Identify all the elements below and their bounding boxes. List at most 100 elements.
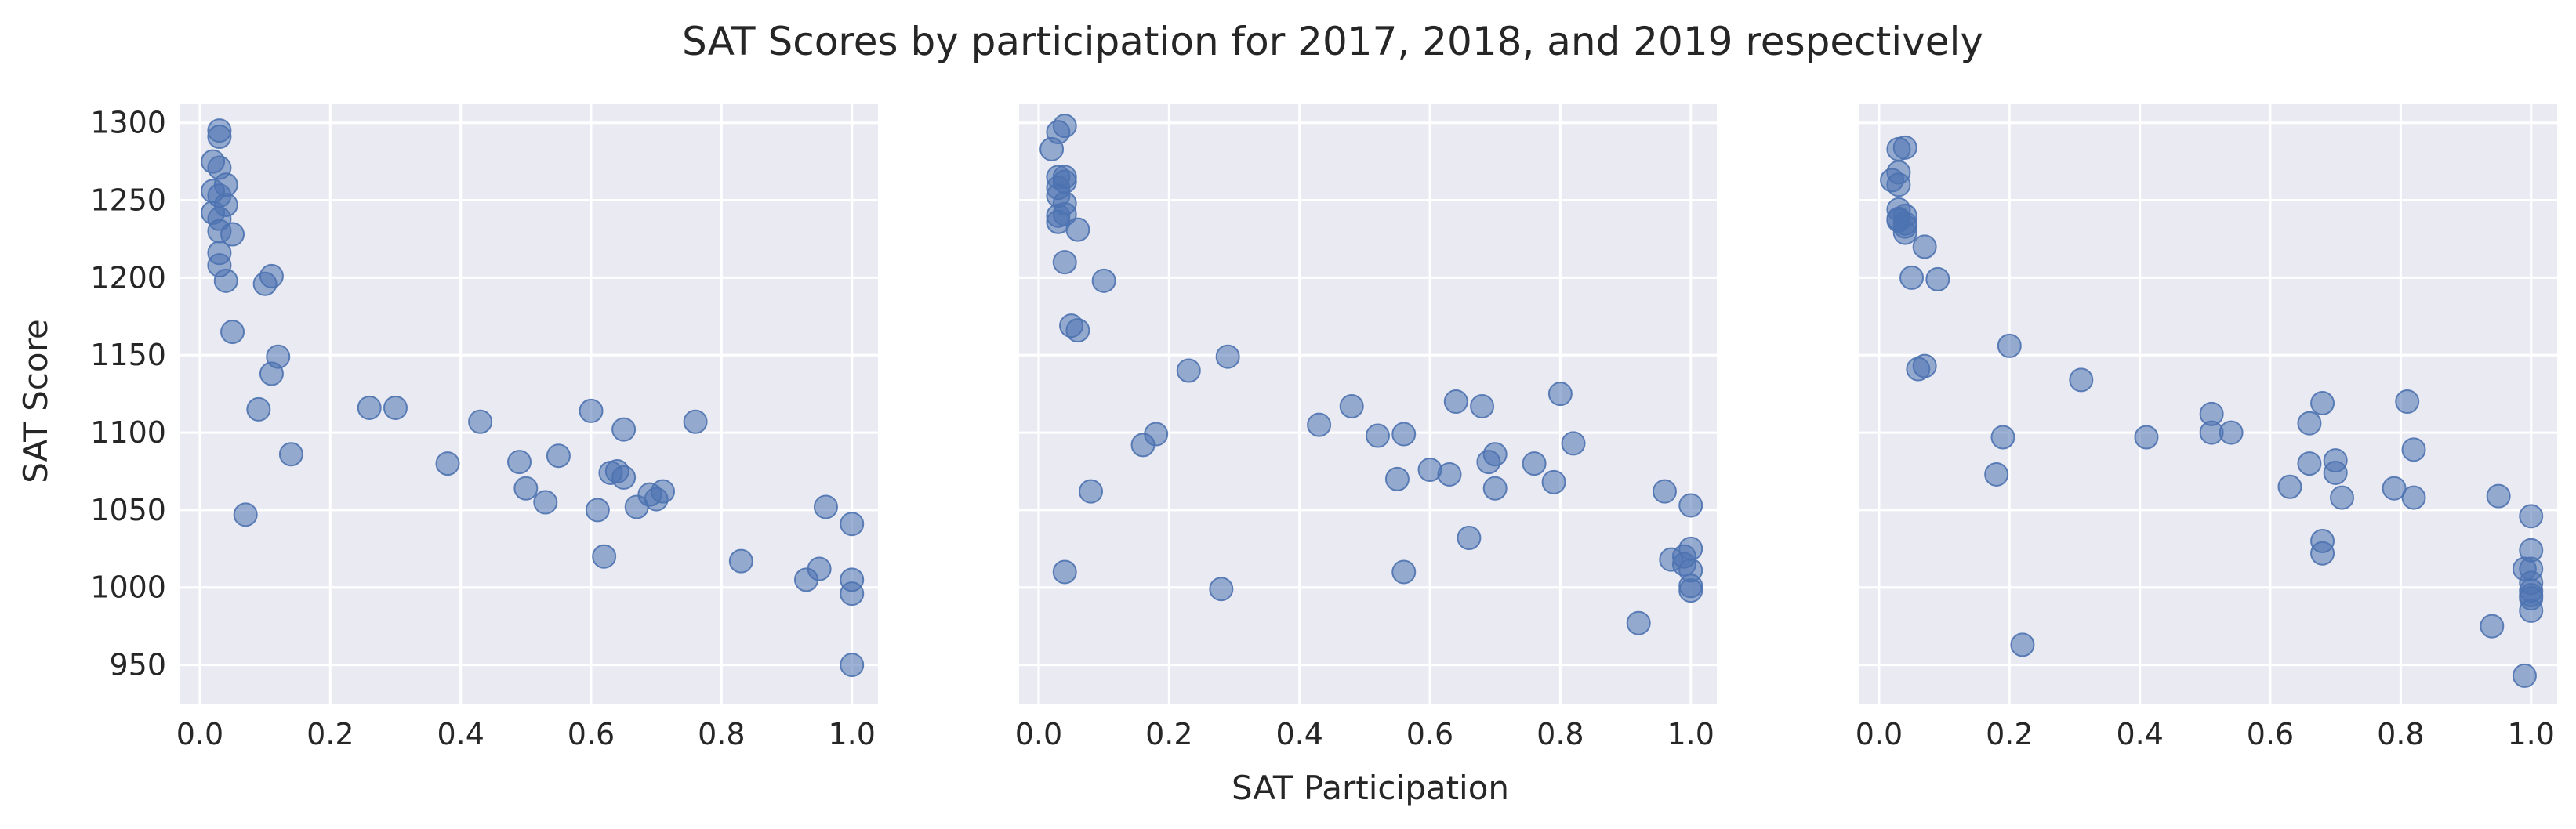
data-point bbox=[840, 512, 865, 537]
data-point bbox=[220, 222, 245, 247]
data-point bbox=[585, 498, 610, 523]
data-point bbox=[2069, 367, 2094, 393]
data-point bbox=[813, 494, 838, 519]
x-tick-label: 0.6 bbox=[2247, 717, 2294, 751]
x-tick-label: 0.2 bbox=[1986, 717, 2033, 751]
data-point bbox=[1482, 442, 1508, 467]
data-point bbox=[1457, 525, 1482, 550]
data-point bbox=[2401, 437, 2426, 462]
y-tick-label: 1000 bbox=[90, 570, 166, 605]
x-axis-label: SAT Participation bbox=[1232, 769, 1509, 807]
data-point bbox=[1678, 493, 1703, 518]
x-tick-label: 0.0 bbox=[176, 717, 223, 751]
data-point bbox=[2134, 425, 2159, 450]
data-point bbox=[1886, 172, 1911, 197]
data-point bbox=[592, 544, 617, 569]
y-axis-label: SAT Score bbox=[16, 319, 55, 483]
data-point bbox=[2512, 663, 2537, 688]
scatter-panel-1: 0.0 0.2 0.4 0.6 0.8 1.0 950 1000 1050 1100 1150 120… bbox=[90, 104, 878, 751]
data-point bbox=[468, 409, 493, 434]
data-point bbox=[546, 443, 571, 469]
data-point bbox=[1365, 423, 1390, 448]
data-point bbox=[1678, 536, 1703, 561]
plot-area bbox=[1019, 104, 1717, 704]
data-point bbox=[1443, 389, 1468, 414]
data-point bbox=[1482, 476, 1508, 501]
data-point bbox=[840, 653, 865, 678]
data-point bbox=[1078, 479, 1103, 504]
data-point bbox=[533, 490, 558, 515]
data-point bbox=[1470, 393, 1495, 418]
data-point bbox=[840, 581, 865, 606]
x-tick-label: 0.6 bbox=[1406, 717, 1453, 751]
data-point bbox=[1997, 333, 2022, 358]
data-point bbox=[2401, 485, 2426, 510]
data-point bbox=[1065, 318, 1090, 343]
data-point bbox=[252, 271, 278, 296]
data-point bbox=[220, 320, 245, 345]
data-point bbox=[1652, 479, 1677, 504]
data-point bbox=[383, 395, 408, 420]
x-tick-label: 1.0 bbox=[1667, 717, 1714, 751]
data-point bbox=[1039, 136, 1065, 161]
data-point bbox=[1052, 250, 1077, 275]
y-tick-label: 950 bbox=[109, 648, 166, 682]
data-point bbox=[1391, 559, 1417, 585]
data-point bbox=[1984, 462, 2009, 487]
data-point bbox=[683, 409, 708, 434]
data-point bbox=[2330, 485, 2355, 510]
data-point bbox=[1886, 136, 1911, 161]
data-point bbox=[1391, 422, 1417, 447]
data-point bbox=[233, 502, 258, 527]
x-tick-label: 0.4 bbox=[437, 717, 484, 751]
data-point bbox=[1990, 425, 2015, 450]
data-point bbox=[1215, 344, 1240, 369]
data-point bbox=[611, 465, 637, 490]
data-point bbox=[513, 476, 539, 501]
x-tick-label: 0.0 bbox=[1015, 717, 1062, 751]
data-point bbox=[435, 451, 460, 476]
data-point bbox=[1892, 220, 1917, 245]
data-point bbox=[1144, 422, 1169, 447]
data-point bbox=[2297, 411, 2322, 436]
data-point bbox=[1547, 382, 1573, 407]
data-point bbox=[2310, 391, 2335, 416]
y-tick-label: 1100 bbox=[90, 415, 166, 450]
figure-title: SAT Scores by participation for 2017, 20… bbox=[682, 19, 1983, 64]
x-tick-label: 0.8 bbox=[1537, 717, 1584, 751]
data-point bbox=[2310, 541, 2335, 566]
data-point bbox=[2219, 420, 2244, 445]
data-point bbox=[1925, 266, 1950, 291]
data-point bbox=[1437, 462, 1462, 487]
data-point bbox=[807, 556, 832, 581]
data-point bbox=[2323, 460, 2348, 485]
data-point bbox=[1899, 265, 1925, 290]
x-tick-label: 0.8 bbox=[2377, 717, 2424, 751]
data-point bbox=[651, 479, 676, 504]
data-point bbox=[728, 548, 753, 574]
data-point bbox=[1912, 234, 1937, 259]
y-tick-label: 1250 bbox=[90, 183, 166, 218]
y-tick-label: 1300 bbox=[90, 106, 166, 140]
data-point bbox=[1384, 466, 1410, 491]
data-point bbox=[1561, 431, 1586, 456]
data-point bbox=[1522, 451, 1547, 476]
x-tick-label: 0.4 bbox=[1275, 717, 1322, 751]
plot-area bbox=[180, 104, 878, 704]
data-point bbox=[2277, 474, 2302, 499]
data-point bbox=[1209, 577, 1234, 602]
x-tick-label: 0.2 bbox=[307, 717, 354, 751]
x-tick-label: 0.4 bbox=[2116, 717, 2163, 751]
x-tick-label: 0.6 bbox=[568, 717, 615, 751]
y-tick-label: 1050 bbox=[90, 493, 166, 527]
data-point bbox=[246, 396, 271, 422]
data-point bbox=[213, 268, 238, 293]
data-point bbox=[2010, 632, 2035, 657]
data-point bbox=[507, 450, 532, 475]
data-point bbox=[2519, 598, 2544, 623]
data-point bbox=[1906, 357, 1931, 382]
data-point bbox=[1626, 610, 1651, 635]
data-point bbox=[1339, 393, 1364, 418]
data-point bbox=[1052, 559, 1077, 585]
